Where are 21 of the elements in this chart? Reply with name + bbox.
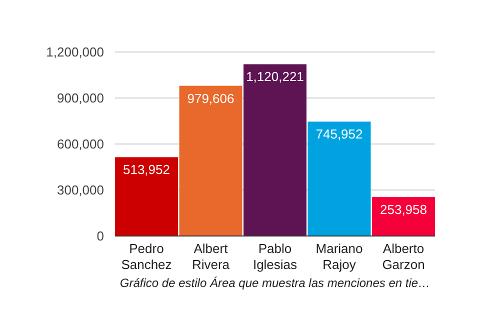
y-tick-label: 0 <box>96 228 104 244</box>
bar <box>244 64 306 236</box>
x-tick-label: Mariano Rajoy <box>316 241 363 272</box>
x-tick-label: Pedro Sanchez <box>121 241 172 272</box>
data-label: 253,958 <box>380 202 428 218</box>
y-tick-label: 1,200,000 <box>46 44 104 60</box>
y-tick-label: 300,000 <box>57 182 104 198</box>
data-label: 513,952 <box>122 162 170 178</box>
x-tick-label: Pablo Iglesias <box>252 241 298 272</box>
data-label: 1,120,221 <box>246 69 304 84</box>
x-tick-label: Alberto Garzon <box>382 241 425 272</box>
y-tick-label: 900,000 <box>57 90 104 106</box>
x-axis-title: Gráfico de estilo Área que muestra las menciones en tie… <box>120 276 430 290</box>
bar <box>179 86 242 236</box>
x-tick-label: Albert Rivera <box>192 241 230 272</box>
bar <box>372 197 435 236</box>
bar <box>115 157 178 236</box>
bar <box>308 122 371 236</box>
data-label: 745,952 <box>316 126 363 142</box>
y-tick-label: 600,000 <box>57 136 104 152</box>
data-label: 979,606 <box>187 90 234 106</box>
